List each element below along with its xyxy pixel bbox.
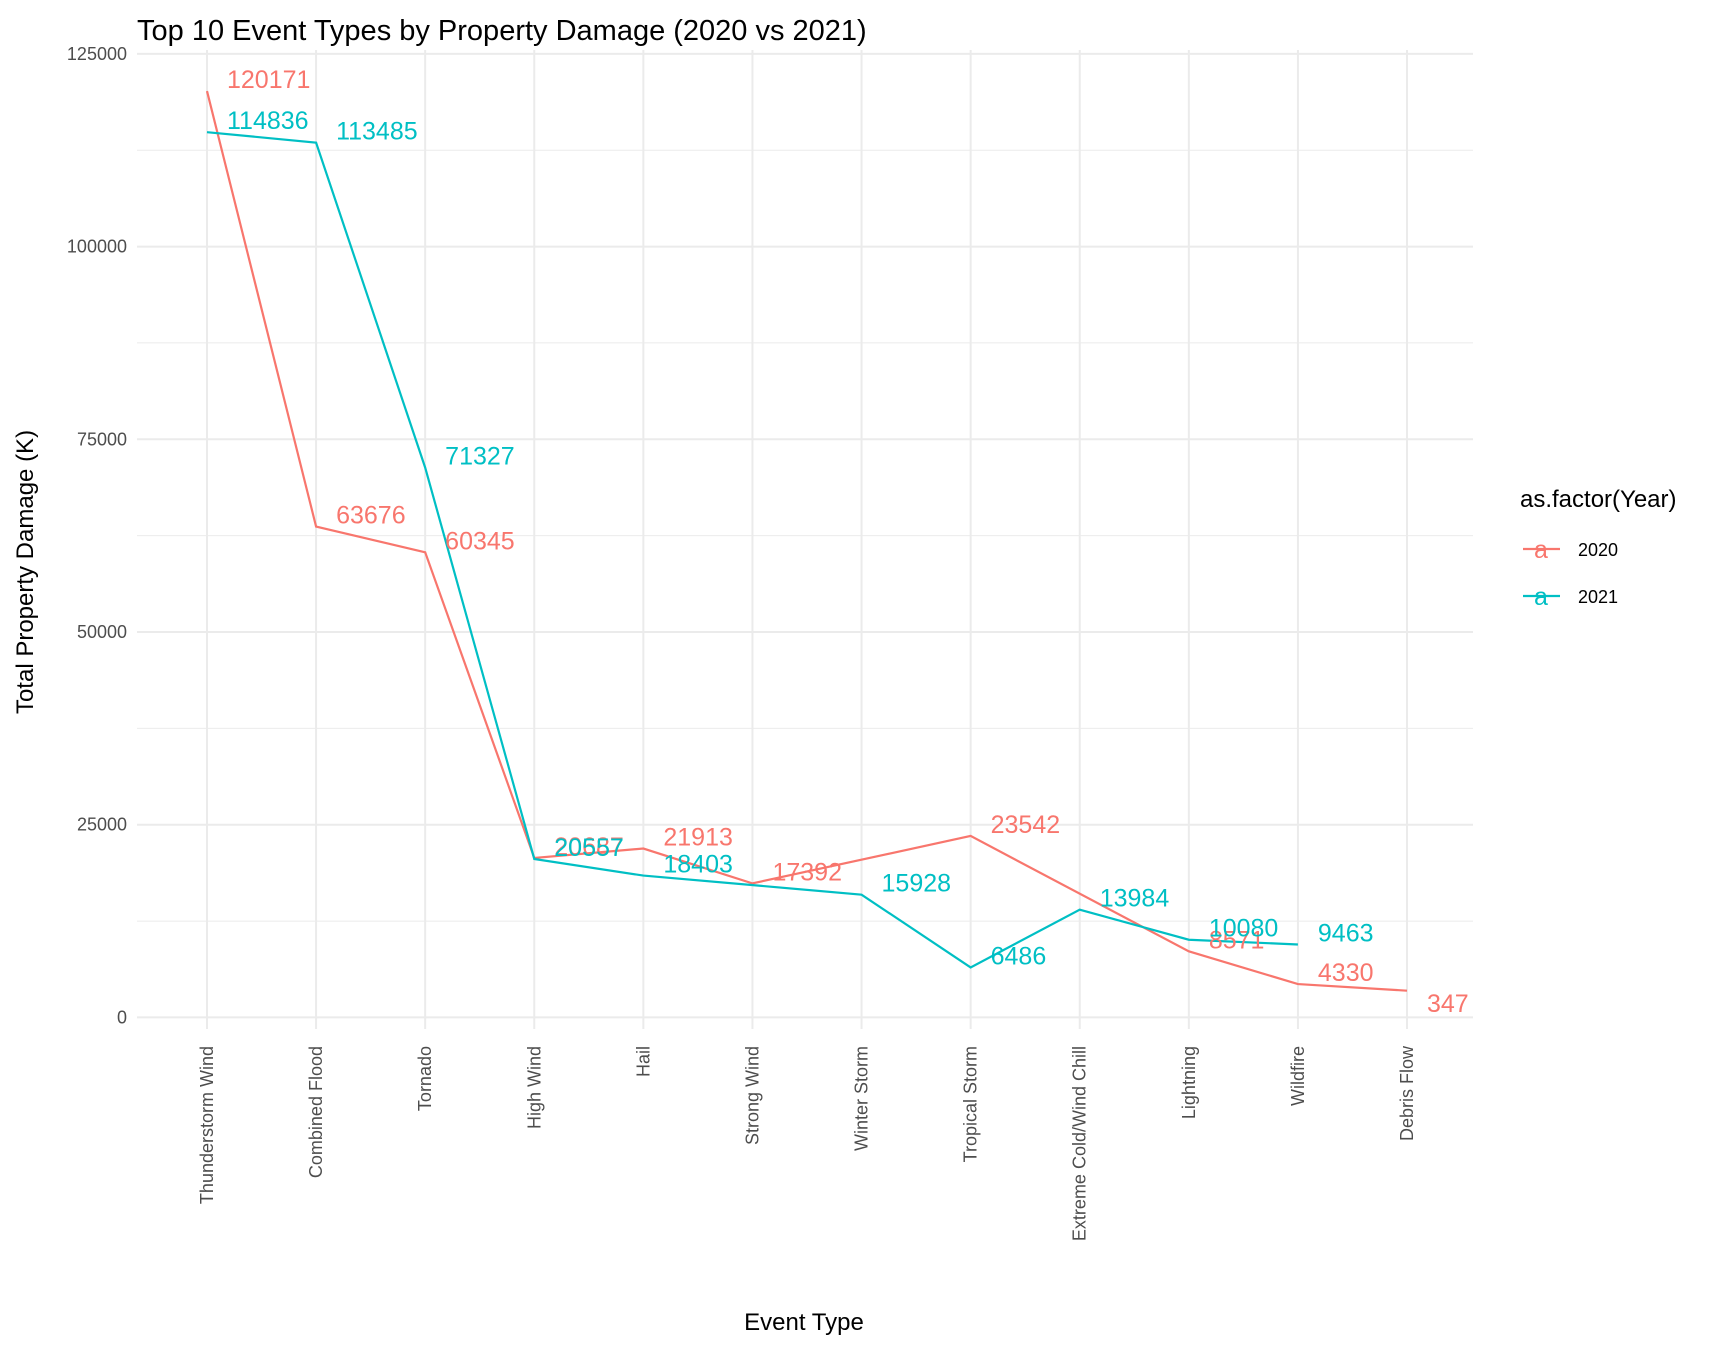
x-tick-label: Debris Flow [1397,1045,1417,1141]
x-tick-label: Combined Flood [306,1046,326,1178]
data-label-2021: 71327 [445,443,515,471]
legend-title: as.factor(Year) [1520,486,1677,513]
legend-key-glyph: a [1534,583,1548,611]
x-tick-label: Tornado [415,1046,435,1111]
legend-label: 2020 [1578,540,1618,560]
data-label-2020: 21913 [663,824,733,852]
data-label-2021: 114836 [227,107,309,135]
y-axis-title: Total Property Damage (K) [12,430,39,714]
y-tick-label: 75000 [77,429,127,449]
x-tick-label: Wildfire [1288,1046,1308,1106]
data-label-2021: 6486 [991,942,1047,970]
x-axis-title: Event Type [744,1309,864,1336]
data-label-2020: 63676 [336,502,406,530]
x-tick-label: Strong Wind [742,1046,762,1145]
x-tick-label: Tropical Storm [961,1046,981,1162]
y-tick-label: 25000 [77,815,127,835]
chart-title: Top 10 Event Types by Property Damage (2… [137,15,867,47]
x-tick-label: Thunderstorm Wind [197,1046,217,1204]
data-label-2021: 18403 [663,851,733,879]
data-label-2021: 113485 [336,118,418,146]
data-label-2021: 10080 [1209,915,1279,943]
data-label-2020: 347 [1427,990,1469,1018]
legend-key-glyph: a [1534,536,1548,564]
x-tick-label: Extreme Cold/Wind Chill [1070,1046,1090,1241]
data-label-2021: 20557 [554,834,624,862]
data-label-2020: 60345 [445,527,515,555]
y-tick-label: 0 [117,1007,127,1027]
y-tick-label: 50000 [77,622,127,642]
x-tick-label: Winter Storm [852,1046,872,1151]
legend-label: 2021 [1578,587,1618,607]
data-label-2020: 120171 [227,66,310,94]
x-tick-label: Hail [633,1046,653,1077]
y-tick-label: 100000 [67,237,127,257]
y-tick-label: 125000 [67,44,127,64]
data-label-2020: 23542 [991,811,1061,839]
data-label-2021: 13984 [1100,885,1170,913]
x-tick-label: High Wind [524,1046,544,1129]
data-label-2021: 15928 [882,870,952,898]
data-label-2020: 4330 [1318,959,1374,987]
data-label-2020: 17392 [772,858,842,886]
x-tick-label: Lightning [1179,1046,1199,1119]
data-label-2021: 9463 [1318,919,1374,947]
